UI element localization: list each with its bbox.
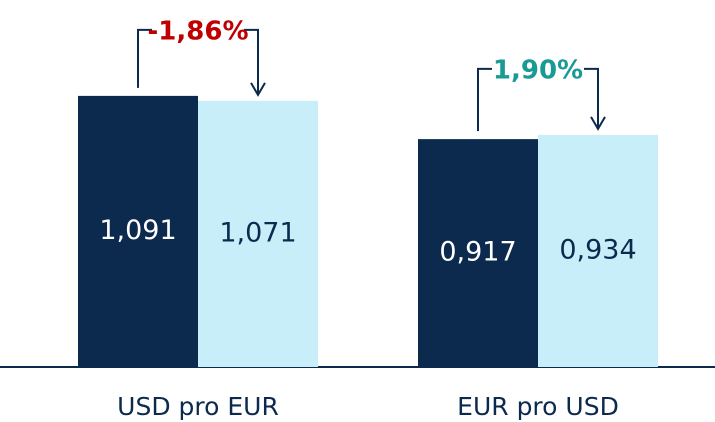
- value-label: 0,917: [439, 237, 516, 268]
- bar: [198, 100, 318, 367]
- bar: [78, 95, 198, 367]
- x-tick-label: EUR pro USD: [457, 392, 619, 421]
- bar: [418, 139, 538, 367]
- annotation-arrowhead: [590, 116, 606, 131]
- annotation-bracket: [137, 28, 259, 93]
- value-label: 1,071: [219, 217, 296, 248]
- x-tick-label: USD pro EUR: [117, 392, 279, 421]
- bar: [538, 134, 658, 367]
- value-label: 1,091: [99, 215, 176, 246]
- annotation: 1,90%: [493, 55, 583, 85]
- annotation-bracket: [477, 67, 599, 132]
- annotation: -1,86%: [148, 16, 249, 46]
- value-label: 0,934: [559, 234, 636, 265]
- annotation-arrowhead: [250, 82, 266, 97]
